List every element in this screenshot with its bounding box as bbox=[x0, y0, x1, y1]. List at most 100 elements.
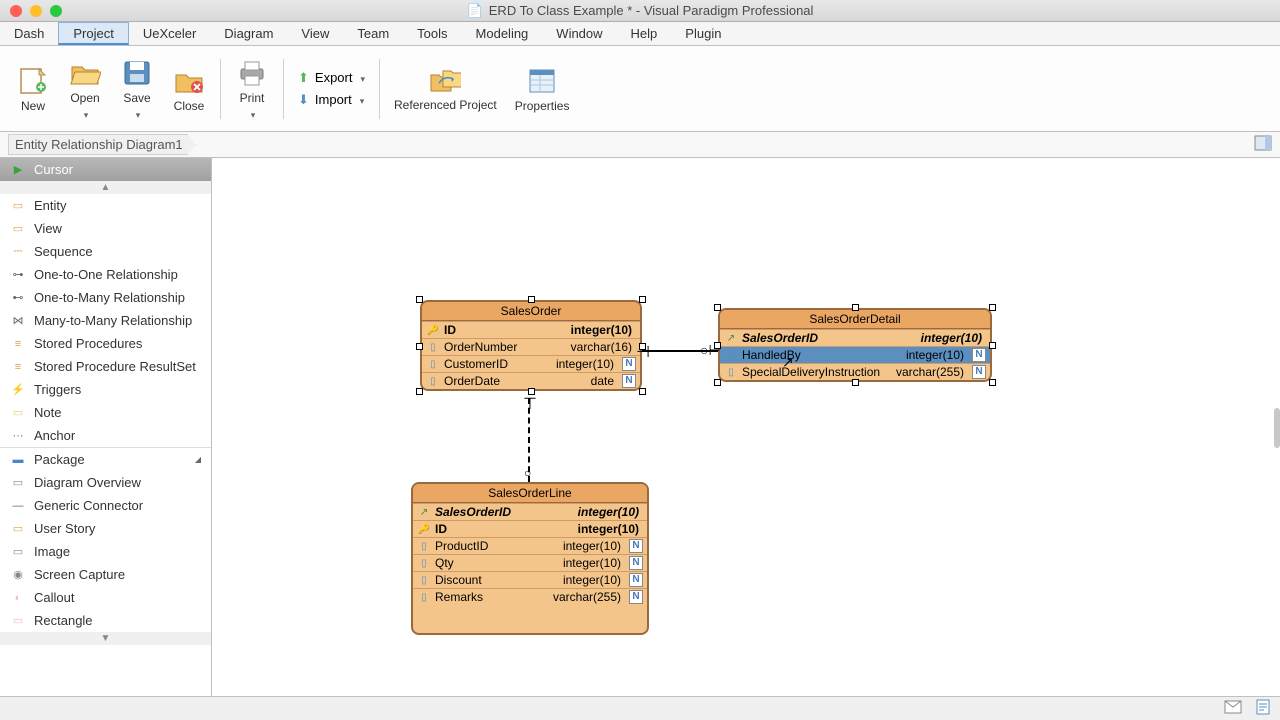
entity-sales_order_detail[interactable]: SalesOrderDetail↗SalesOrderIDinteger(10)… bbox=[718, 308, 992, 382]
referenced-project-button[interactable]: Referenced Project bbox=[386, 50, 505, 128]
palette-one-to-many-relationship[interactable]: ⊷One-to-Many Relationship bbox=[0, 286, 211, 309]
entity-column[interactable]: ▯OrderDatedateN bbox=[422, 372, 640, 389]
selection-handle[interactable] bbox=[989, 379, 996, 386]
menu-help[interactable]: Help bbox=[617, 22, 672, 45]
entity-column[interactable]: ▯SpecialDeliveryInstructionvarchar(255)N bbox=[720, 363, 990, 380]
selection-handle[interactable] bbox=[416, 343, 423, 350]
menu-diagram[interactable]: Diagram bbox=[210, 22, 287, 45]
menu-tools[interactable]: Tools bbox=[403, 22, 461, 45]
palette-one-to-one-relationship[interactable]: ⊶One-to-One Relationship bbox=[0, 263, 211, 286]
entity-column[interactable]: ↗SalesOrderIDinteger(10) bbox=[413, 503, 647, 520]
palette-item-label: One-to-One Relationship bbox=[34, 267, 178, 282]
palette-cursor[interactable]: ▶Cursor bbox=[0, 158, 211, 181]
selection-handle[interactable] bbox=[639, 388, 646, 395]
palette-sequence[interactable]: ⎓Sequence bbox=[0, 240, 211, 263]
entity-sales_order[interactable]: SalesOrder🔑IDinteger(10)▯OrderNumbervarc… bbox=[420, 300, 642, 391]
maximize-window-button[interactable] bbox=[50, 5, 62, 17]
breadcrumb-view-icon[interactable] bbox=[1254, 135, 1272, 154]
menu-uexceler[interactable]: UeXceler bbox=[129, 22, 210, 45]
titlebar: 📄 ERD To Class Example * - Visual Paradi… bbox=[0, 0, 1280, 22]
column-type: varchar(16) bbox=[571, 340, 636, 354]
import-button[interactable]: ⬇ Import bbox=[298, 92, 365, 108]
scrollbar[interactable] bbox=[1274, 408, 1280, 448]
entity-column[interactable]: ▯OrderNumbervarchar(16) bbox=[422, 338, 640, 355]
selection-handle[interactable] bbox=[714, 342, 721, 349]
palette-callout[interactable]: ◐Callout bbox=[0, 586, 211, 609]
palette-view[interactable]: ▭View bbox=[0, 217, 211, 240]
palette-item-icon: ⋈ bbox=[10, 314, 26, 328]
menu-team[interactable]: Team bbox=[343, 22, 403, 45]
open-button[interactable]: Open bbox=[60, 50, 110, 128]
palette-scroll-down[interactable]: ▼ bbox=[0, 632, 211, 645]
entity-column[interactable]: ▯Qtyinteger(10)N bbox=[413, 554, 647, 571]
palette-scroll-up[interactable]: ▲ bbox=[0, 181, 211, 194]
menu-window[interactable]: Window bbox=[542, 22, 616, 45]
palette-item-icon: ▭ bbox=[10, 406, 26, 420]
selection-handle[interactable] bbox=[528, 296, 535, 303]
selection-handle[interactable] bbox=[639, 343, 646, 350]
selection-handle[interactable] bbox=[852, 304, 859, 311]
menubar: DashProjectUeXcelerDiagramViewTeamToolsM… bbox=[0, 22, 1280, 46]
palette-anchor[interactable]: ⋯Anchor bbox=[0, 424, 211, 447]
column-icon: ▯ bbox=[417, 590, 431, 604]
diagram-canvas[interactable]: SalesOrder🔑IDinteger(10)▯OrderNumbervarc… bbox=[212, 158, 1280, 696]
selection-handle[interactable] bbox=[714, 304, 721, 311]
selection-handle[interactable] bbox=[639, 296, 646, 303]
selection-handle[interactable] bbox=[416, 296, 423, 303]
statusbar bbox=[0, 696, 1280, 720]
menu-view[interactable]: View bbox=[287, 22, 343, 45]
entity-column[interactable]: ▯CustomerIDinteger(10)N bbox=[422, 355, 640, 372]
palette-item-label: Generic Connector bbox=[34, 498, 143, 513]
properties-button[interactable]: Properties bbox=[507, 50, 578, 128]
selection-handle[interactable] bbox=[989, 342, 996, 349]
selection-handle[interactable] bbox=[714, 379, 721, 386]
palette-item-icon: ◉ bbox=[10, 568, 26, 582]
palette-triggers[interactable]: ⚡Triggers bbox=[0, 378, 211, 401]
menu-modeling[interactable]: Modeling bbox=[462, 22, 543, 45]
selection-handle[interactable] bbox=[852, 379, 859, 386]
note-status-icon[interactable] bbox=[1256, 699, 1270, 718]
minimize-window-button[interactable] bbox=[30, 5, 42, 17]
selection-handle[interactable] bbox=[989, 304, 996, 311]
close-button[interactable]: Close bbox=[164, 50, 214, 128]
print-button[interactable]: Print bbox=[227, 50, 277, 128]
mail-icon[interactable] bbox=[1224, 700, 1242, 717]
entity-column[interactable]: 🔑IDinteger(10) bbox=[422, 321, 640, 338]
close-window-button[interactable] bbox=[10, 5, 22, 17]
selection-handle[interactable] bbox=[416, 388, 423, 395]
menu-plugin[interactable]: Plugin bbox=[671, 22, 735, 45]
new-button[interactable]: New bbox=[8, 50, 58, 128]
palette-diagram-overview[interactable]: ▭Diagram Overview bbox=[0, 471, 211, 494]
entity-column[interactable]: 🔑IDinteger(10) bbox=[413, 520, 647, 537]
save-button[interactable]: Save bbox=[112, 50, 162, 128]
export-button[interactable]: ⬆ Export bbox=[298, 70, 365, 86]
entity-column[interactable]: ▯Discountinteger(10)N bbox=[413, 571, 647, 588]
palette-image[interactable]: ▭Image bbox=[0, 540, 211, 563]
palette-user-story[interactable]: ▭User Story bbox=[0, 517, 211, 540]
referenced-project-icon bbox=[429, 65, 461, 97]
palette-stored-procedure-resultset[interactable]: ≡Stored Procedure ResultSet bbox=[0, 355, 211, 378]
chevron-down-icon bbox=[249, 107, 256, 121]
entity-column[interactable]: ↗SalesOrderIDinteger(10) bbox=[720, 329, 990, 346]
breadcrumb[interactable]: Entity Relationship Diagram1 bbox=[8, 134, 196, 155]
nullable-badge: N bbox=[629, 539, 643, 553]
palette-item-label: Image bbox=[34, 544, 70, 559]
palette-package[interactable]: ▬Package◢ bbox=[0, 447, 211, 471]
menu-project[interactable]: Project bbox=[58, 22, 128, 45]
entity-column[interactable]: ▯ProductIDinteger(10)N bbox=[413, 537, 647, 554]
palette-entity[interactable]: ▭Entity bbox=[0, 194, 211, 217]
entity-column[interactable]: ▯HandledByinteger(10)N bbox=[720, 346, 990, 363]
palette-stored-procedures[interactable]: ≡Stored Procedures bbox=[0, 332, 211, 355]
menu-dash[interactable]: Dash bbox=[0, 22, 58, 45]
column-name: Remarks bbox=[435, 590, 483, 604]
entity-column[interactable]: ▯Remarksvarchar(255)N bbox=[413, 588, 647, 605]
column-name: ID bbox=[444, 323, 456, 337]
palette-note[interactable]: ▭Note bbox=[0, 401, 211, 424]
palette-screen-capture[interactable]: ◉Screen Capture bbox=[0, 563, 211, 586]
toolbar: New Open Save Close Print ⬆ Export bbox=[0, 46, 1280, 132]
entity-sales_order_line[interactable]: SalesOrderLine↗SalesOrderIDinteger(10)🔑I… bbox=[411, 482, 649, 635]
palette-generic-connector[interactable]: —Generic Connector bbox=[0, 494, 211, 517]
selection-handle[interactable] bbox=[528, 388, 535, 395]
palette-many-to-many-relationship[interactable]: ⋈Many-to-Many Relationship bbox=[0, 309, 211, 332]
palette-rectangle[interactable]: ▭Rectangle bbox=[0, 609, 211, 632]
